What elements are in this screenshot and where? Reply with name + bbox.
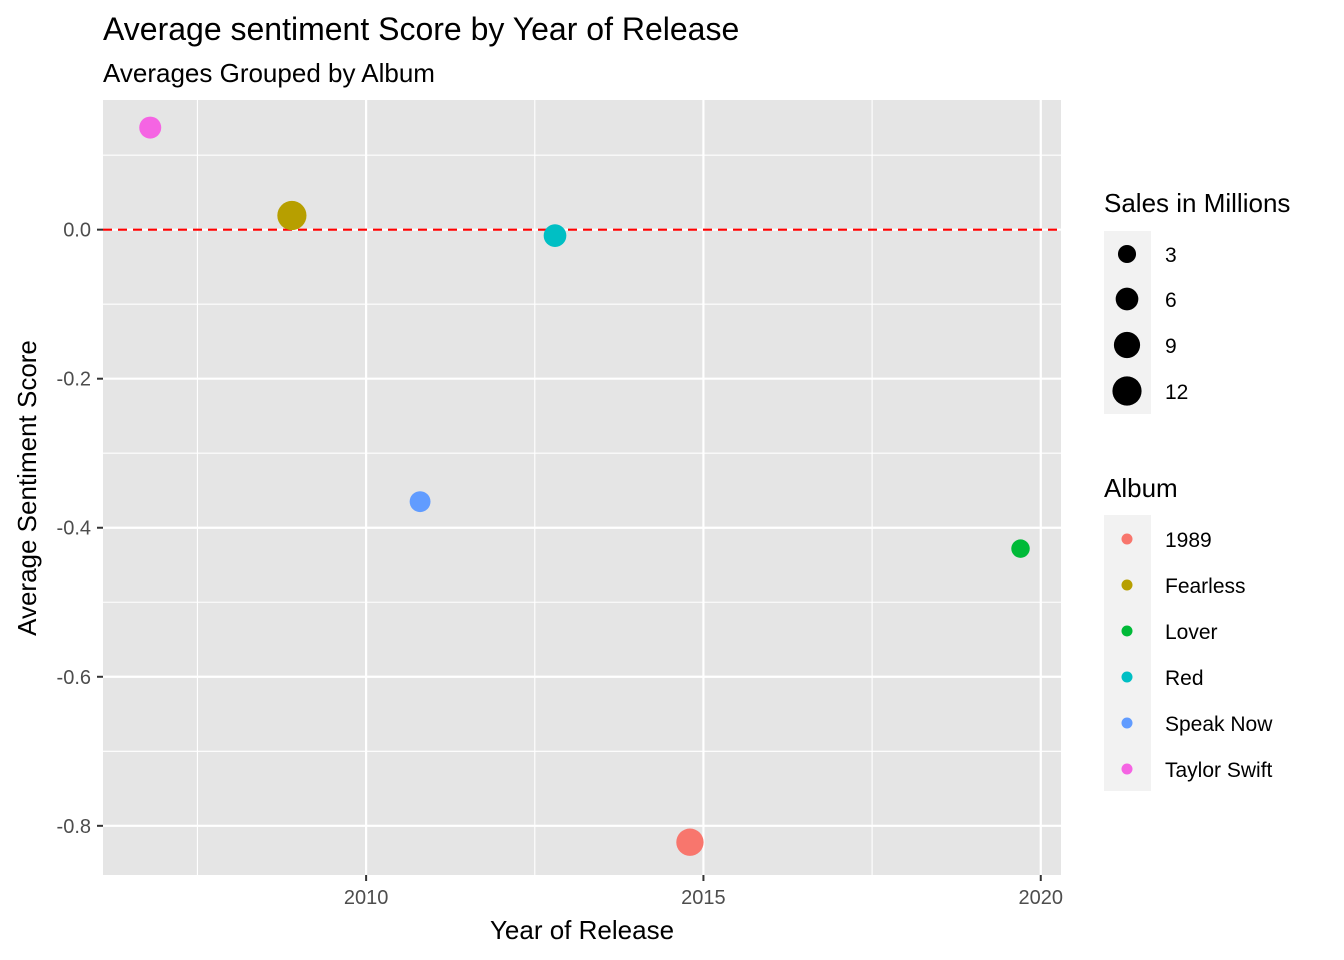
color-legend-key	[1121, 763, 1133, 775]
color-legend-label: Lover	[1165, 621, 1218, 644]
point-fearless	[277, 200, 307, 231]
color-legend-label: Fearless	[1165, 575, 1246, 598]
color-legend-label: Taylor Swift	[1165, 759, 1273, 782]
color-legend-label: Red	[1165, 667, 1204, 690]
size-legend-key	[1115, 287, 1139, 311]
color-legend-key	[1121, 717, 1133, 729]
point-taylor-swift	[139, 116, 162, 139]
y-tick-label: -0.6	[57, 667, 91, 689]
color-legend-label: Speak Now	[1165, 713, 1273, 736]
chart-title: Average sentiment Score by Year of Relea…	[103, 11, 739, 47]
x-tick-label: 2010	[344, 887, 389, 909]
point-lover	[1011, 539, 1030, 558]
y-axis-ticks: 0.0 -0.2 -0.4 -0.6 -0.8	[57, 220, 103, 838]
size-legend-key	[1117, 244, 1137, 264]
y-tick-label: 0.0	[63, 220, 91, 242]
y-tick-label: -0.4	[57, 518, 91, 540]
color-legend-title: Album	[1104, 473, 1178, 503]
plot-panel	[103, 100, 1061, 875]
x-tick-label: 2015	[681, 887, 726, 909]
color-legend-key	[1121, 533, 1133, 545]
size-legend: 3 6 9 12	[1112, 244, 1188, 406]
size-legend-key	[1112, 376, 1142, 406]
color-legend: 1989 Fearless Lover Red Speak Now Taylor Swif…	[1121, 529, 1273, 782]
y-tick-label: -0.2	[57, 369, 91, 391]
size-legend-label: 3	[1165, 244, 1177, 267]
point-1989	[676, 828, 704, 856]
color-legend-key	[1121, 671, 1133, 683]
data-points	[139, 116, 1030, 856]
point-red	[543, 224, 567, 247]
color-legend-key	[1121, 625, 1133, 637]
x-axis-title: Year of Release	[490, 915, 674, 945]
x-axis-ticks: 2010 2015 2020	[344, 875, 1063, 909]
size-legend-label: 9	[1165, 335, 1177, 358]
color-legend-key-background	[1104, 515, 1151, 791]
size-legend-label: 6	[1165, 289, 1177, 312]
y-axis-title: Average Sentiment Score	[12, 340, 42, 636]
chart-subtitle: Averages Grouped by Album	[103, 58, 435, 88]
size-legend-key	[1113, 331, 1141, 359]
x-tick-label: 2020	[1019, 887, 1064, 909]
color-legend-label: 1989	[1165, 529, 1212, 552]
size-legend-title: Sales in Millions	[1104, 188, 1290, 218]
size-legend-label: 12	[1165, 381, 1188, 404]
y-tick-label: -0.8	[57, 816, 91, 838]
point-speak-now	[409, 491, 431, 513]
color-legend-key	[1121, 579, 1133, 591]
